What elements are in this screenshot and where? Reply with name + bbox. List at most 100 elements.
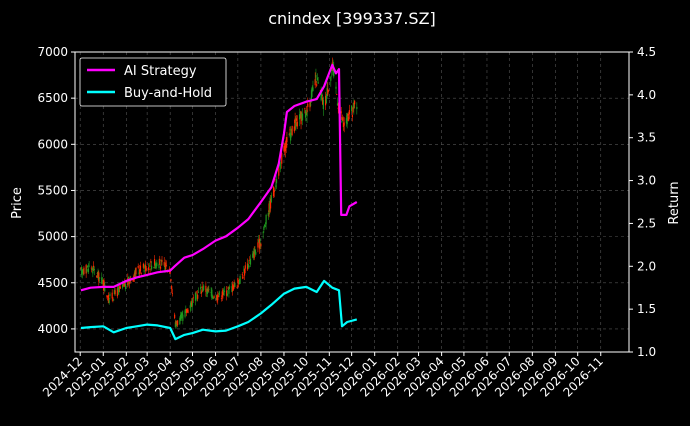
- y-tick-label-right: 2.5: [637, 216, 656, 230]
- candle-body: [286, 137, 288, 143]
- candle-body: [327, 88, 329, 95]
- candle-body: [158, 263, 160, 268]
- candle-body: [226, 290, 228, 296]
- line-layer: [80, 63, 358, 341]
- candle-body: [109, 293, 111, 297]
- candle-body: [290, 132, 292, 141]
- candle-body: [97, 271, 99, 278]
- candle-body: [185, 309, 187, 312]
- candle-body: [325, 95, 327, 104]
- candle-body: [202, 290, 204, 292]
- candle-body: [139, 269, 141, 274]
- candle-body: [301, 114, 303, 116]
- candle-body: [123, 283, 125, 285]
- candle-body: [259, 243, 261, 246]
- candle-body: [194, 292, 197, 301]
- candle-body: [354, 100, 356, 105]
- y-tick-label-right: 4.5: [637, 45, 656, 59]
- y-axis-label-left: Price: [10, 187, 25, 219]
- candle-body: [196, 294, 198, 300]
- candle-body: [226, 293, 229, 296]
- candle-body: [263, 226, 265, 231]
- candle-body: [315, 75, 317, 78]
- candle-body: [124, 281, 126, 287]
- candle-body: [92, 265, 95, 267]
- candle-body: [296, 121, 298, 127]
- candle-body: [309, 101, 311, 108]
- candle-body: [275, 179, 278, 184]
- candle-body: [234, 282, 236, 288]
- candle-body: [184, 310, 186, 317]
- candle-body: [342, 117, 344, 121]
- candle-body: [351, 105, 353, 112]
- candle-body: [273, 190, 275, 193]
- candle-body: [310, 104, 312, 106]
- candle-body: [189, 305, 191, 308]
- candle-body: [335, 86, 337, 89]
- candle-body: [143, 270, 145, 272]
- candle-body: [352, 106, 354, 109]
- candle-body: [296, 118, 298, 121]
- candle-body: [216, 295, 218, 301]
- y-tick-label-left: 6500: [37, 91, 68, 105]
- candle-body: [191, 298, 194, 306]
- candle-body: [223, 289, 225, 292]
- candle-body: [291, 125, 293, 136]
- candle-body: [330, 69, 333, 71]
- candle-body: [107, 295, 110, 304]
- candle-body: [182, 314, 184, 321]
- candle-body: [220, 298, 223, 299]
- candle-body: [127, 278, 129, 286]
- candle-body: [170, 279, 172, 281]
- candle-body: [171, 292, 174, 294]
- candle-body: [305, 112, 307, 113]
- candle-body: [101, 277, 103, 284]
- candle-body: [264, 225, 266, 227]
- candle-body: [145, 268, 147, 270]
- candle-body: [144, 264, 146, 266]
- candle-body: [253, 251, 255, 259]
- candle-body: [85, 264, 87, 274]
- candle-body: [316, 77, 319, 81]
- candle-body: [346, 115, 348, 125]
- candle-body: [243, 269, 245, 271]
- candle-body: [117, 287, 119, 291]
- candle-body: [269, 198, 272, 209]
- y-tick-label-left: 4500: [37, 276, 68, 290]
- candle-body: [107, 299, 109, 301]
- candle-body: [118, 287, 120, 293]
- candle-body: [217, 295, 219, 301]
- candle-body: [351, 115, 353, 118]
- candle-body: [272, 186, 275, 197]
- candle-body: [124, 283, 127, 290]
- candle-body: [233, 282, 235, 287]
- candle-body: [82, 271, 84, 274]
- legend-label-buy-and-hold: Buy-and-Hold: [124, 86, 212, 101]
- candle-body: [163, 262, 165, 266]
- candle-body: [92, 267, 94, 274]
- candle-body: [356, 106, 358, 110]
- candle-body: [113, 299, 115, 301]
- candle-body: [255, 251, 257, 255]
- candle-body: [164, 265, 166, 272]
- candle-body: [155, 263, 157, 266]
- candle-body: [229, 286, 231, 288]
- candle-body: [203, 285, 205, 290]
- candle-body: [284, 148, 286, 152]
- candle-body: [348, 110, 350, 115]
- candle-body: [269, 201, 271, 211]
- candle-body: [137, 265, 139, 268]
- y-tick-label-left: 5000: [37, 230, 68, 244]
- candle-body: [112, 297, 114, 299]
- candle-body: [257, 242, 259, 248]
- candle-body: [311, 86, 313, 92]
- candle-body: [279, 162, 281, 170]
- candle-body: [207, 288, 209, 292]
- candle-body: [314, 79, 316, 86]
- candle-body: [104, 284, 106, 292]
- candle-body: [88, 265, 90, 267]
- candle-body: [148, 265, 150, 267]
- candle-body: [284, 142, 287, 152]
- candle-body: [103, 280, 105, 290]
